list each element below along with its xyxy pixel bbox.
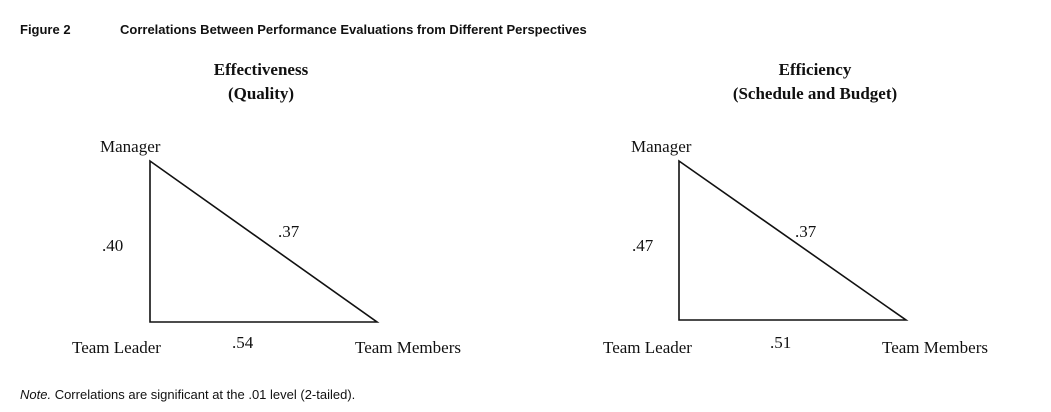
correlation-triangle (678, 159, 909, 321)
panel-title-line2: (Quality) (227, 84, 295, 103)
panel-title-line2: (Schedule and Budget) (732, 84, 898, 103)
team-leader-team-members-correlation: .51 (770, 333, 792, 352)
triangle-outline (678, 159, 909, 321)
team-members-node: Team Members (882, 338, 988, 357)
figure-title: Correlations Between Performance Evaluat… (120, 22, 587, 37)
panel-title: Effectiveness (Quality) (131, 58, 391, 106)
note-text: Correlations are significant at the .01 … (51, 387, 356, 402)
manager-team-members-correlation: .37 (278, 222, 300, 241)
team-leader-team-members-correlation: .54 (232, 333, 254, 352)
manager-team-leader-correlation: .40 (102, 236, 124, 255)
panel-title-line1: Effectiveness (213, 60, 309, 79)
figure-caption: Figure 2 Correlations Between Performance… (20, 22, 587, 37)
efficiency-panel: Efficiency (Schedule and Budget) Manager… (530, 0, 1051, 380)
note-label: Note. (20, 387, 52, 402)
effectiveness-panel: Effectiveness (Quality) Manager Team Lea… (0, 0, 520, 380)
team-leader-node: Team Leader (72, 338, 161, 357)
panel-title-line1: Efficiency (778, 60, 852, 79)
figure-label: Figure 2 (20, 22, 71, 37)
figure-note: Note. Correlations are significant at th… (20, 387, 355, 402)
manager-team-leader-correlation: .47 (632, 236, 654, 255)
team-members-node: Team Members (355, 338, 461, 357)
panel-title: Efficiency (Schedule and Budget) (685, 58, 945, 106)
triangle-outline (149, 159, 380, 323)
correlation-triangle (149, 159, 380, 323)
team-leader-node: Team Leader (603, 338, 692, 357)
manager-node: Manager (100, 137, 161, 156)
manager-node: Manager (631, 137, 692, 156)
manager-team-members-correlation: .37 (795, 222, 817, 241)
